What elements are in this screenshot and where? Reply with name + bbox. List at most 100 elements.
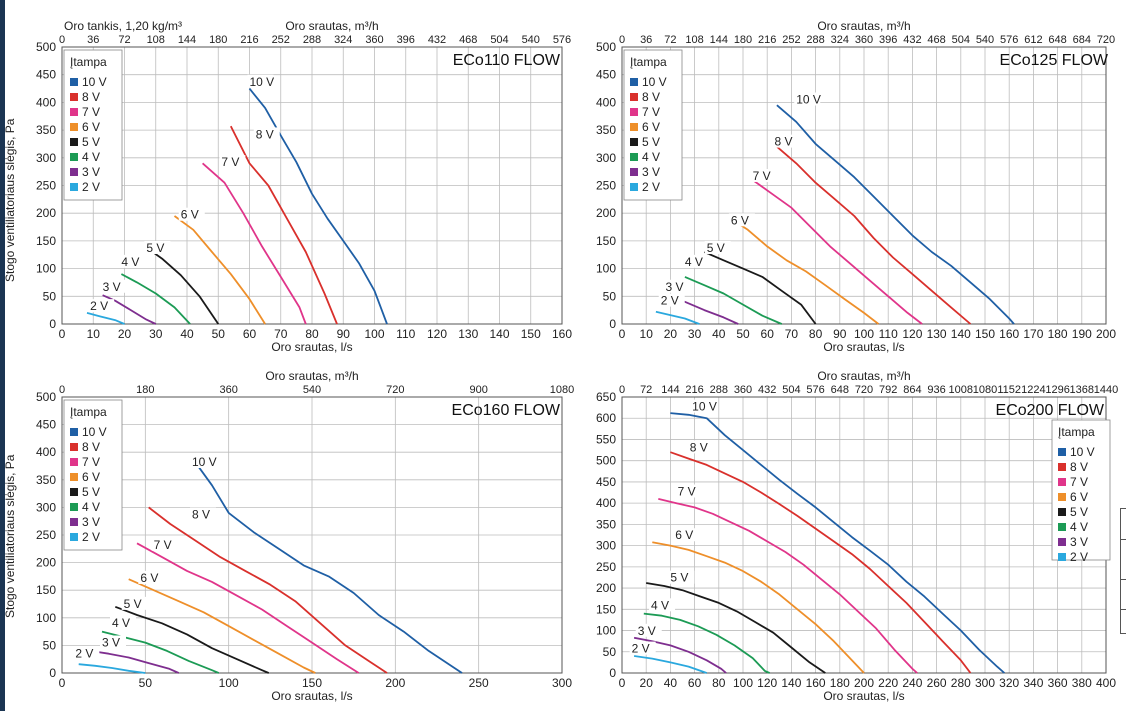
- y-tick-label: 300: [596, 151, 616, 165]
- y-tick-label: 50: [603, 645, 617, 659]
- y-tick-label: 200: [596, 581, 616, 595]
- legend-swatch: [70, 533, 78, 541]
- series-label-bg: [772, 134, 799, 148]
- x-tick-label: 60: [243, 327, 257, 341]
- series-line: [655, 310, 700, 325]
- series-line: [114, 605, 270, 674]
- legend-label: 8 V: [642, 90, 660, 104]
- y-tick-label: 350: [36, 123, 56, 137]
- y-tick-label: 250: [36, 179, 56, 193]
- series-line: [776, 146, 972, 325]
- x2-tick-label: 72: [640, 384, 652, 396]
- x-tick-label: 320: [999, 676, 1019, 690]
- y-tick-label: 400: [36, 95, 56, 109]
- series-line: [658, 498, 918, 674]
- series-label: 8 V: [192, 507, 210, 521]
- series-label-bg: [138, 570, 165, 584]
- x-tick-label: 60: [761, 327, 775, 341]
- y-tick-label: 150: [36, 234, 56, 248]
- y-tick-label: 100: [36, 262, 56, 276]
- legend-label: 10 V: [1070, 445, 1095, 459]
- series-line: [248, 88, 388, 325]
- series-label-bg: [119, 254, 146, 268]
- x-tick-label: 0: [619, 327, 626, 341]
- x-tick-label: 20: [118, 327, 132, 341]
- series-label: 5 V: [670, 571, 688, 585]
- x-tick-label: 100: [364, 327, 384, 341]
- series-label: 3 V: [103, 280, 121, 294]
- legend-swatch: [70, 443, 78, 451]
- series-label-bg: [675, 484, 702, 498]
- series-label-bg: [663, 279, 690, 293]
- x-axis-title: Oro srautas, l/s: [823, 340, 904, 354]
- x2-tick-label: 540: [976, 34, 994, 46]
- series-label-bg: [121, 596, 148, 610]
- series-line: [652, 541, 865, 674]
- x2-tick-label: 216: [240, 34, 258, 46]
- series-line: [102, 294, 157, 325]
- x2-tick-label: 1080: [973, 384, 997, 396]
- plot-frame: [61, 396, 563, 674]
- series-label-bg: [629, 641, 656, 655]
- series-line: [136, 542, 360, 674]
- legend-label: 7 V: [1070, 475, 1088, 489]
- left-dark-strip: [0, 0, 5, 711]
- x-tick-label: 60: [688, 676, 702, 690]
- chart-eco160-svg: 0 50 100 150 200 250 300 0 50 100 150 200 250 300 350 4…: [36, 369, 574, 703]
- x2-tick-label: 252: [782, 34, 800, 46]
- x-tick-label: 240: [902, 676, 922, 690]
- series-label: 2 V: [632, 642, 650, 656]
- series-label: 8 V: [690, 440, 708, 454]
- x2-tick-label: 360: [219, 384, 237, 396]
- plot-frame: [61, 46, 563, 325]
- series-line: [145, 246, 220, 325]
- legend-swatch: [1058, 538, 1066, 546]
- series-label: 2 V: [75, 647, 93, 661]
- chart-panel-eco160: 0 50 100 150 200 250 300 0 50 100 150 200 250 300 350 4…: [20, 360, 575, 710]
- x2-tick-label: 108: [147, 34, 165, 46]
- y-tick-label: 400: [36, 445, 56, 459]
- x-tick-label: 50: [139, 676, 153, 690]
- series-label: 3 V: [638, 624, 656, 638]
- x-tick-label: 180: [830, 676, 850, 690]
- legend-swatch: [70, 183, 78, 191]
- legend-label: 7 V: [642, 105, 660, 119]
- series-label: 10 V: [692, 400, 717, 414]
- series-label-bg: [151, 537, 178, 551]
- legend-swatch: [630, 78, 638, 86]
- x-tick-label: 300: [975, 676, 995, 690]
- x-tick-label: 80: [809, 327, 823, 341]
- series-label-bg: [704, 240, 731, 254]
- x2-tick-label: 288: [710, 384, 728, 396]
- chart-eco110-svg: 0 10 20 30 40 50 60 70 80 90 100 110 120 130 140 150 160…: [36, 19, 572, 354]
- x-tick-label: 190: [1072, 327, 1092, 341]
- x2-tick-label: 0: [619, 384, 625, 396]
- x2-tick-label: 72: [118, 34, 130, 46]
- legend-swatch: [630, 153, 638, 161]
- y-tick-label: 150: [596, 602, 616, 616]
- legend-swatch: [1058, 508, 1066, 516]
- series-line: [633, 655, 707, 674]
- series-label: 6 V: [140, 571, 158, 585]
- series-label: 7 V: [221, 155, 239, 169]
- y-axis-label-top: Stogo ventiliatoriaus slėgis, Pa: [3, 118, 17, 282]
- x-tick-label: 10: [640, 327, 654, 341]
- x2-tick-label: 864: [903, 384, 921, 396]
- x2-tick-label: 180: [734, 34, 752, 46]
- air-density-note: Oro tankis, 1,20 kg/m³: [64, 19, 182, 33]
- x-tick-label: 340: [1023, 676, 1043, 690]
- series-line: [646, 582, 826, 674]
- x-tick-label: 200: [385, 676, 405, 690]
- x2-tick-label: 216: [685, 384, 703, 396]
- series-label-bg: [668, 570, 695, 584]
- series-label: 4 V: [651, 598, 669, 612]
- x-tick-label: 120: [902, 327, 922, 341]
- legend-swatch: [1058, 523, 1066, 531]
- legend-swatch: [70, 78, 78, 86]
- series-label-bg: [728, 213, 755, 227]
- x-tick-label: 110: [396, 327, 415, 341]
- legend-label: 10 V: [82, 75, 107, 89]
- series-label: 4 V: [685, 255, 703, 269]
- x-tick-label: 150: [302, 676, 322, 690]
- series-line: [90, 650, 180, 674]
